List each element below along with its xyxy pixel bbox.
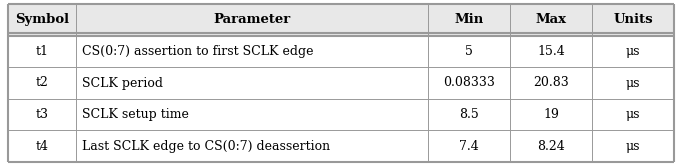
Text: Symbol: Symbol <box>15 13 69 26</box>
Text: Min: Min <box>454 13 484 26</box>
Text: t3: t3 <box>35 108 48 121</box>
Text: Max: Max <box>535 13 567 26</box>
Bar <box>8 130 674 162</box>
Text: Last SCLK edge to CS(0:7) deassertion: Last SCLK edge to CS(0:7) deassertion <box>82 140 330 153</box>
Bar <box>8 99 674 130</box>
Text: 5: 5 <box>465 45 473 58</box>
Text: 15.4: 15.4 <box>537 45 565 58</box>
Text: 8.5: 8.5 <box>459 108 479 121</box>
Text: CS(0:7) assertion to first SCLK edge: CS(0:7) assertion to first SCLK edge <box>82 45 314 58</box>
Bar <box>8 4 674 36</box>
Text: Parameter: Parameter <box>213 13 291 26</box>
Text: 20.83: 20.83 <box>533 77 569 89</box>
Text: t1: t1 <box>35 45 48 58</box>
Text: SCLK period: SCLK period <box>82 77 163 89</box>
Text: μs: μs <box>626 140 640 153</box>
Text: μs: μs <box>626 45 640 58</box>
Text: 8.24: 8.24 <box>537 140 565 153</box>
Text: SCLK setup time: SCLK setup time <box>82 108 189 121</box>
Text: μs: μs <box>626 77 640 89</box>
Text: t2: t2 <box>35 77 48 89</box>
Bar <box>8 67 674 99</box>
Text: t4: t4 <box>35 140 48 153</box>
Text: 7.4: 7.4 <box>459 140 479 153</box>
Bar <box>8 36 674 67</box>
Text: 0.08333: 0.08333 <box>443 77 495 89</box>
Text: Units: Units <box>613 13 653 26</box>
Text: μs: μs <box>626 108 640 121</box>
Text: 19: 19 <box>543 108 559 121</box>
